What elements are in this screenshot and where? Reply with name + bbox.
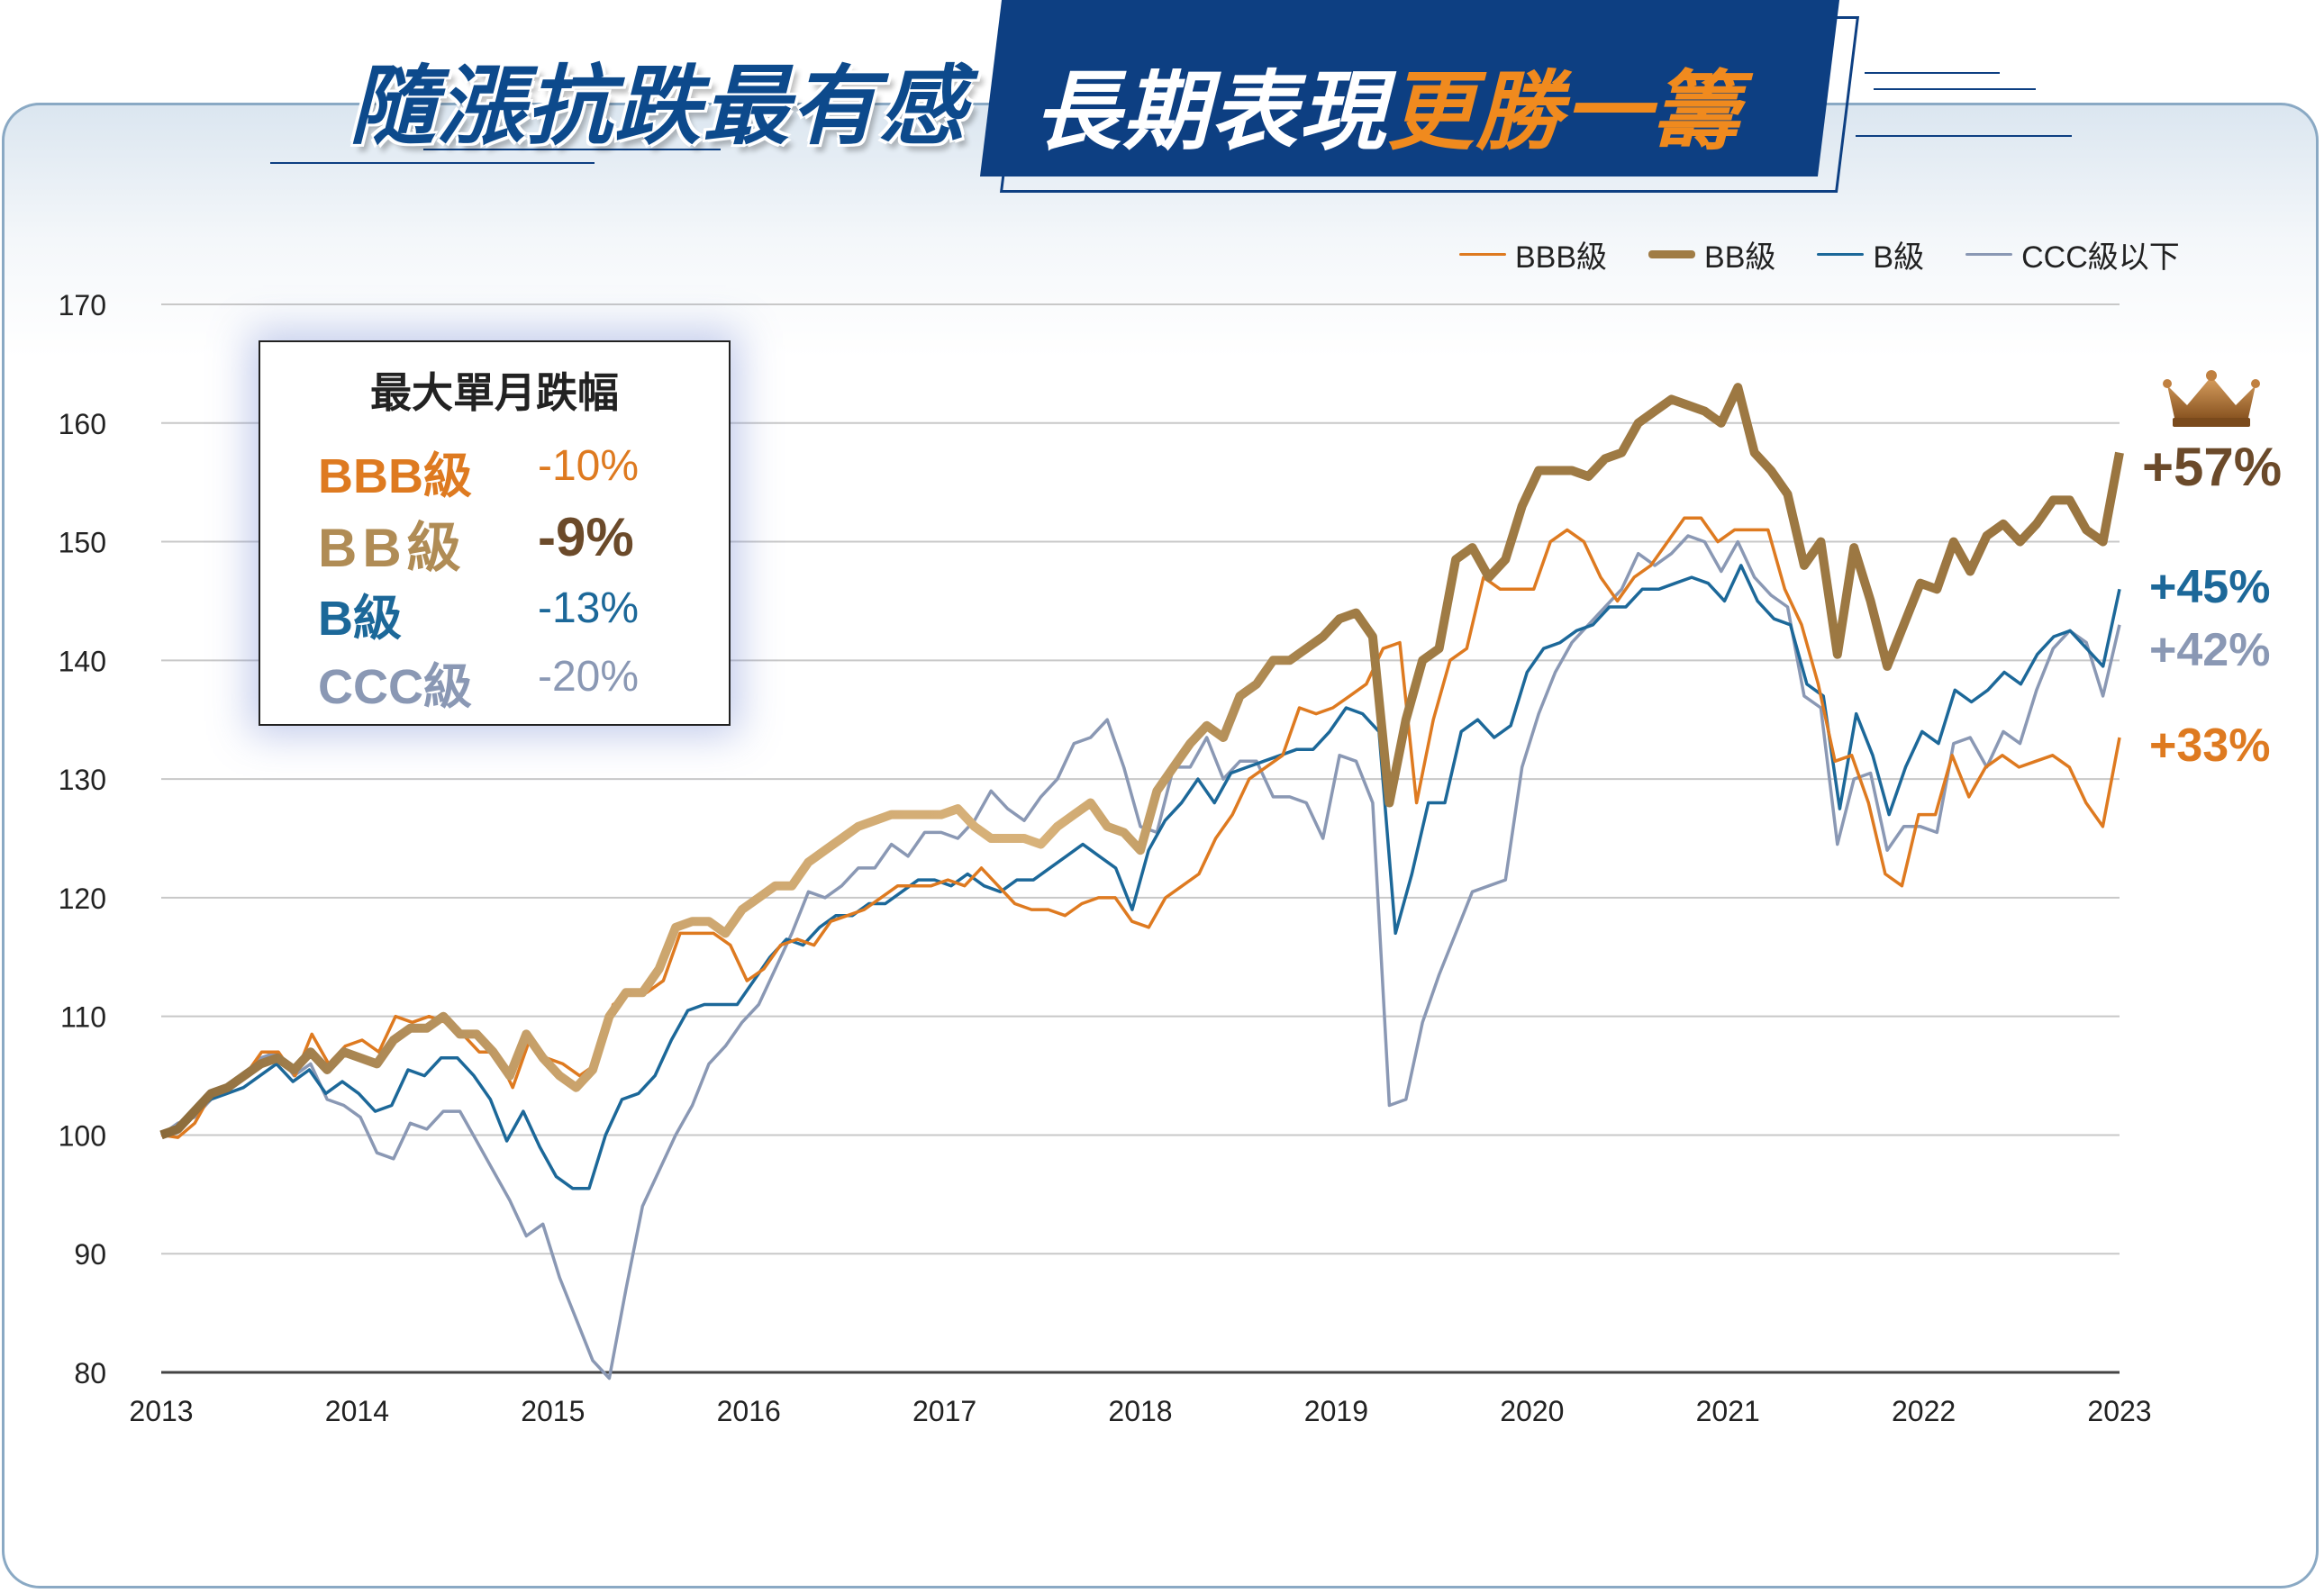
x-tick-label: 2018 [1108, 1395, 1172, 1427]
end-label-bbb-text: +33% [2149, 720, 2271, 772]
drawdown-label-bbb: BBB級 [318, 449, 472, 503]
x-tick-label: 2015 [521, 1395, 585, 1427]
legend-item-ccc: CCC級以下 [1965, 232, 2180, 276]
x-tick-label: 2021 [1696, 1395, 1760, 1427]
x-axis-ticks: 2013 2014 2015 2016 2017 2018 2019 2020 2021 2022… [129, 1395, 2151, 1427]
legend: BBB級 BB級 B級 CCC級以下 [1459, 232, 2221, 276]
legend-swatch-b [1817, 253, 1865, 256]
legend-label-ccc: CCC級以下 [2021, 240, 2180, 275]
legend-swatch-bb [1648, 250, 1696, 258]
legend-swatch-ccc [1965, 253, 2013, 256]
title-right-accent: 更勝一籌 [1387, 64, 1740, 160]
y-tick-label: 130 [59, 764, 106, 796]
drawdown-label-bb: BB級 [318, 518, 467, 578]
end-label-bbb: +33% [2149, 719, 2270, 773]
legend-swatch-bbb [1459, 253, 1506, 256]
drawdown-label-ccc: CCC級 [318, 660, 472, 714]
drawdown-value-bbb: -10% [538, 442, 640, 490]
series-line-b [160, 564, 2121, 1190]
end-label-ccc: +42% [2149, 623, 2270, 677]
x-tick-label: 2023 [2087, 1395, 2151, 1427]
end-label-bb: +57% [2142, 436, 2282, 498]
y-tick-label: 140 [59, 645, 106, 677]
y-tick-label: 170 [59, 289, 106, 321]
drawdown-row-b: B級 -13% [318, 578, 725, 646]
legend-label-b: B級 [1873, 240, 1925, 275]
title-right: 長期表現更勝一籌 [1034, 41, 1740, 167]
x-tick-label: 2019 [1304, 1395, 1368, 1427]
y-tick-label: 120 [59, 882, 106, 915]
title-decoration-line [270, 162, 595, 164]
x-tick-label: 2014 [325, 1395, 389, 1427]
title-decoration-line [1865, 72, 2000, 74]
drawdown-label-b: B級 [318, 592, 402, 646]
legend-item-bbb: BBB級 [1459, 232, 1607, 276]
legend-item-b: B級 [1817, 232, 1924, 276]
title-right-main: 長期表現 [1034, 64, 1387, 160]
max-monthly-drawdown-box: 最大單月跌幅 BBB級 -10% BB級 -9% B級 -13% CCC級 -2… [259, 340, 731, 726]
end-label-bb-text: +57% [2142, 437, 2283, 497]
x-tick-label: 2017 [912, 1395, 976, 1427]
end-label-b-text: +45% [2149, 561, 2271, 613]
y-tick-label: 80 [74, 1357, 106, 1389]
crown-icon [2163, 370, 2260, 427]
title-decoration-line [1874, 88, 2036, 90]
x-tick-label: 2016 [717, 1395, 781, 1427]
drawdown-value-bb: -9% [538, 507, 634, 567]
x-tick-label: 2020 [1500, 1395, 1564, 1427]
legend-label-bbb: BBB級 [1515, 240, 1608, 275]
series-line-bb [159, 383, 2124, 1140]
title-left: 隨漲抗跌最有感 [350, 59, 967, 155]
title-decoration-line [423, 149, 721, 150]
drawdown-value-b: -13% [538, 584, 640, 632]
drawdown-row-bb: BB級 -9% [318, 504, 725, 578]
end-label-b: +45% [2149, 560, 2270, 614]
legend-label-bb: BB級 [1704, 240, 1776, 275]
drawdown-value-ccc: -20% [538, 653, 640, 701]
x-tick-label: 2013 [129, 1395, 193, 1427]
title-decoration-line [1856, 135, 2072, 137]
y-axis-ticks: 80 90 100 110 120 130 140 150 160 170 [59, 289, 106, 1389]
legend-item-bb: BB級 [1648, 232, 1775, 276]
y-tick-label: 150 [59, 527, 106, 559]
drawdown-title: 最大單月跌幅 [370, 369, 619, 416]
y-tick-label: 100 [59, 1119, 106, 1152]
drawdown-row-ccc: CCC級 -20% [318, 647, 725, 714]
series-lines [159, 383, 2124, 1380]
end-label-ccc-text: +42% [2149, 624, 2271, 676]
y-tick-label: 110 [60, 1001, 106, 1034]
x-tick-label: 2022 [1892, 1395, 1956, 1427]
y-tick-label: 160 [59, 408, 106, 440]
y-tick-label: 90 [74, 1238, 106, 1271]
drawdown-row-bbb: BBB級 -10% [318, 436, 725, 503]
